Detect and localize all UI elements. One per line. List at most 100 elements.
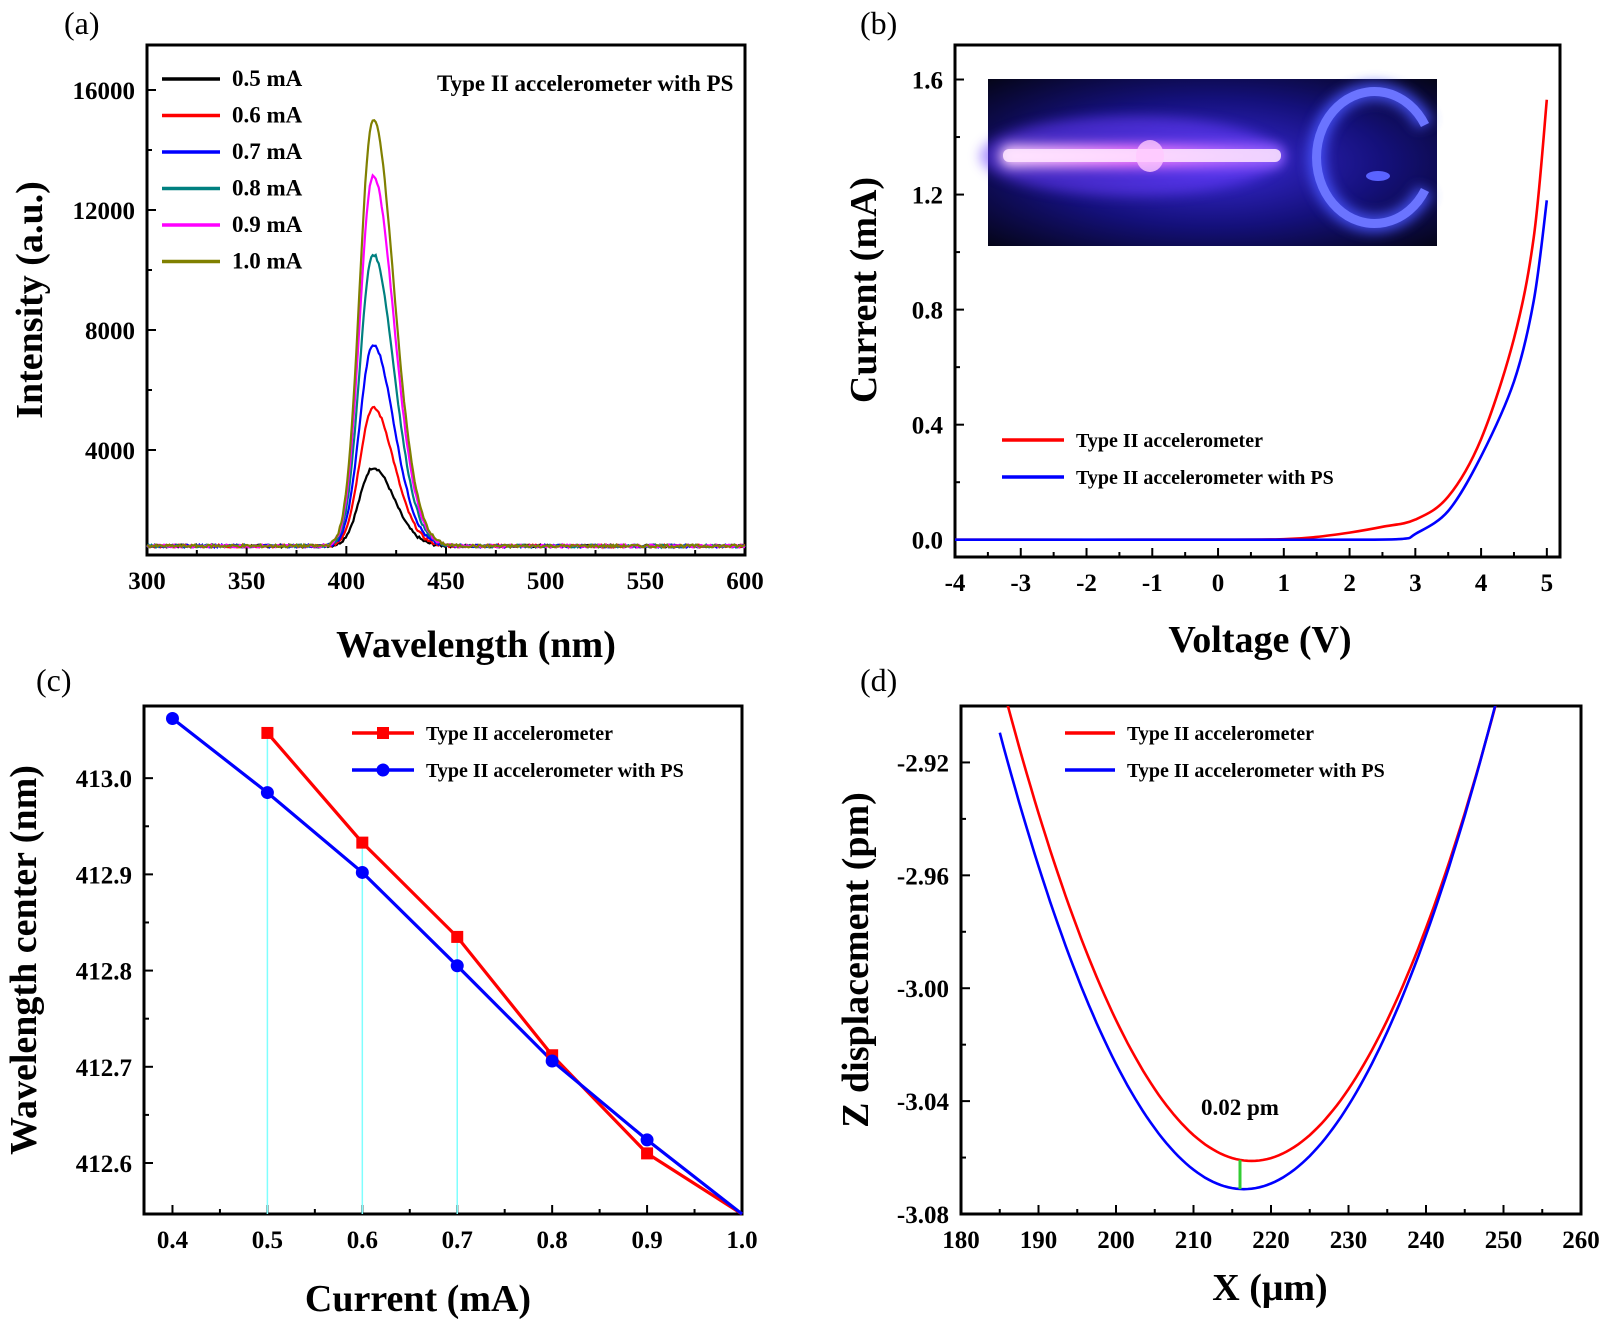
x-tick-label: 210 [1175,1227,1213,1254]
y-tick-label: 412.9 [76,862,132,889]
plot-frame-d [959,704,1583,1216]
legend-label: Type II accelerometer [1076,430,1263,452]
y-tick-label: 412.8 [76,959,132,986]
panel-b: (b) -4 -3 -2 -1 0 1 2 3 4 5 0.0 0.4 0.8 1.2 1.6 Type I… [843,5,1562,661]
data-point [450,959,464,973]
legend-label: Type II accelerometer [426,723,613,745]
y-axis-title-c: Wavelength center (nm) [3,765,45,1155]
legend-label: Type II accelerometer with PS [1076,467,1334,489]
x-tick-label: 250 [1485,1227,1523,1254]
data-point [545,1054,559,1068]
x-tick-label: 300 [128,568,166,595]
x-tick-label: 450 [427,568,465,595]
x-axis-title-b: Voltage (V) [1168,619,1351,661]
x-tick-label: 400 [328,568,366,595]
series-line [266,731,743,1216]
x-tick-label: 0.4 [157,1227,189,1254]
y-tick-label: 8000 [85,318,135,345]
plot-frame-b [953,43,1562,559]
x-tick-label: 0 [1212,570,1225,597]
x-tick-label: 0.7 [442,1227,473,1254]
x-tick-label: 190 [1020,1227,1058,1254]
x-tick-label: -4 [945,570,966,597]
legend-title-a: Type II accelerometer with PS [437,71,733,96]
y-tick-label: 412.7 [76,1055,132,1082]
data-point [641,1147,654,1160]
x-axis-title-a: Wavelength (nm) [336,624,616,666]
y-axis-title-b: Current (mA) [843,177,885,403]
series-line [146,405,746,550]
panel-label-a: (a) [64,5,100,41]
series-line [998,706,1497,1191]
x-tick-label: -3 [1010,570,1031,597]
panel-label-b: (b) [860,5,897,41]
y-tick-label: 4000 [85,438,135,465]
series-line [146,344,746,550]
y-tick-label: 0.0 [912,528,943,555]
x-tick-label: 5 [1541,570,1554,597]
y-axis-title-a: Intensity (a.u.) [9,181,51,419]
y-axis-title-d: Z displacement (pm) [835,792,877,1128]
data-point [261,726,274,739]
annotation-delta: 0.02 pm [1201,1095,1279,1120]
panel-label-c: (c) [36,662,72,698]
panel-d: (d) 180 190 200 210 220 230 240 250 260 -3.08 -3.0… [835,662,1600,1309]
data-point [260,786,274,800]
series-line [146,467,746,549]
y-tick-label: 1.6 [912,68,943,95]
x-tick-label: 1 [1278,570,1291,597]
series-line [955,200,1549,542]
x-tick-label: 2 [1343,570,1356,597]
x-tick-label: 4 [1475,570,1488,597]
legend-label: 0.6 mA [232,103,303,128]
y-tick-label: 1.2 [912,183,943,210]
panel-a: (a) 300 350 400 450 500 550 600 4000 8000 12000 16… [9,5,764,666]
y-tick-label: 412.6 [76,1151,132,1178]
x-tick-label: -2 [1076,570,1097,597]
x-tick-label: 1.0 [726,1227,757,1254]
legend-label: 0.8 mA [232,176,303,201]
x-tick-label: 0.5 [252,1227,283,1254]
legend-label: 0.7 mA [232,139,303,164]
x-axis-title-d: X (μm) [1212,1267,1327,1309]
x-tick-label: 550 [627,568,665,595]
x-tick-label: 350 [228,568,266,595]
x-tick-label: 600 [726,568,764,595]
y-tick-label: -3.00 [897,976,949,1003]
legend-marker [376,763,390,777]
x-tick-label: 230 [1330,1227,1368,1254]
legend-label: Type II accelerometer [1127,723,1314,745]
curves-clipped [998,706,1497,1191]
x-tick-label: 500 [527,568,565,595]
x-tick-label: 3 [1409,570,1422,597]
y-tick-label: 0.4 [912,413,944,440]
x-tick-label: -1 [1142,570,1163,597]
inset-photo [980,79,1437,246]
data-point [356,836,369,849]
x-tick-label: 180 [942,1227,980,1254]
series-line [146,118,746,550]
y-tick-label: -2.92 [897,750,949,777]
x-tick-label: 200 [1097,1227,1135,1254]
y-tick-label: -3.08 [897,1202,949,1229]
y-tick-label: 0.8 [912,298,943,325]
series-line [1006,706,1497,1163]
legend-label: 1.0 mA [232,249,303,274]
series-line [146,253,746,550]
legend-marker [377,727,389,739]
x-axis-title-c: Current (mA) [305,1278,531,1320]
y-tick-label: -3.04 [897,1089,950,1116]
x-tick-label: 220 [1252,1227,1290,1254]
legend-label: Type II accelerometer with PS [1127,760,1385,782]
data-point [640,1133,654,1147]
x-tick-label: 240 [1407,1227,1445,1254]
data-point [451,930,464,943]
y-tick-label: -2.96 [897,863,949,890]
data-point [165,712,179,726]
panel-label-d: (d) [860,662,897,698]
y-tick-label: 16000 [73,78,136,105]
legend-label: 0.5 mA [232,66,303,91]
x-tick-label: 260 [1562,1227,1600,1254]
legend-label: 0.9 mA [232,212,303,237]
